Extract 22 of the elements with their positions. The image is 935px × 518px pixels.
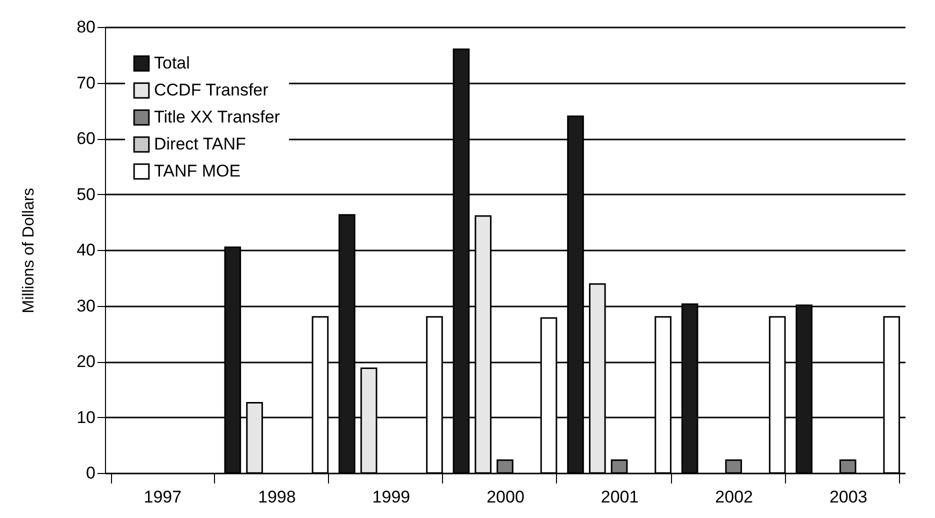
legend-label: Title XX Transfer <box>154 108 280 126</box>
x-tick-label: 2002 <box>715 488 753 506</box>
x-tick-label: 2001 <box>600 488 639 506</box>
legend-label: Direct TANF <box>154 134 246 154</box>
y-tick-label: 0 <box>86 464 96 482</box>
x-tick-label: 2003 <box>829 488 868 506</box>
y-axis-title: Millions of Dollars <box>20 188 38 314</box>
y-tick-label: 80 <box>76 18 96 36</box>
legend-label: TANF MOE <box>154 162 241 180</box>
y-tick-label: 30 <box>76 296 96 316</box>
y-tick-label: 70 <box>76 73 96 92</box>
y-tick-label: 20 <box>76 352 96 371</box>
y-tick-label: 50 <box>76 184 96 204</box>
y-tick-label: 40 <box>76 240 96 260</box>
legend-label: Total <box>154 54 190 72</box>
x-tick-label: 1998 <box>258 488 296 506</box>
x-tick-label: 2000 <box>486 488 524 506</box>
x-tick-label: 1997 <box>144 488 182 506</box>
y-tick-label: 10 <box>76 408 96 427</box>
y-tick-label: 60 <box>76 129 96 148</box>
legend-label: CCDF Transfer <box>154 80 269 100</box>
x-tick-label: 1999 <box>372 488 410 506</box>
